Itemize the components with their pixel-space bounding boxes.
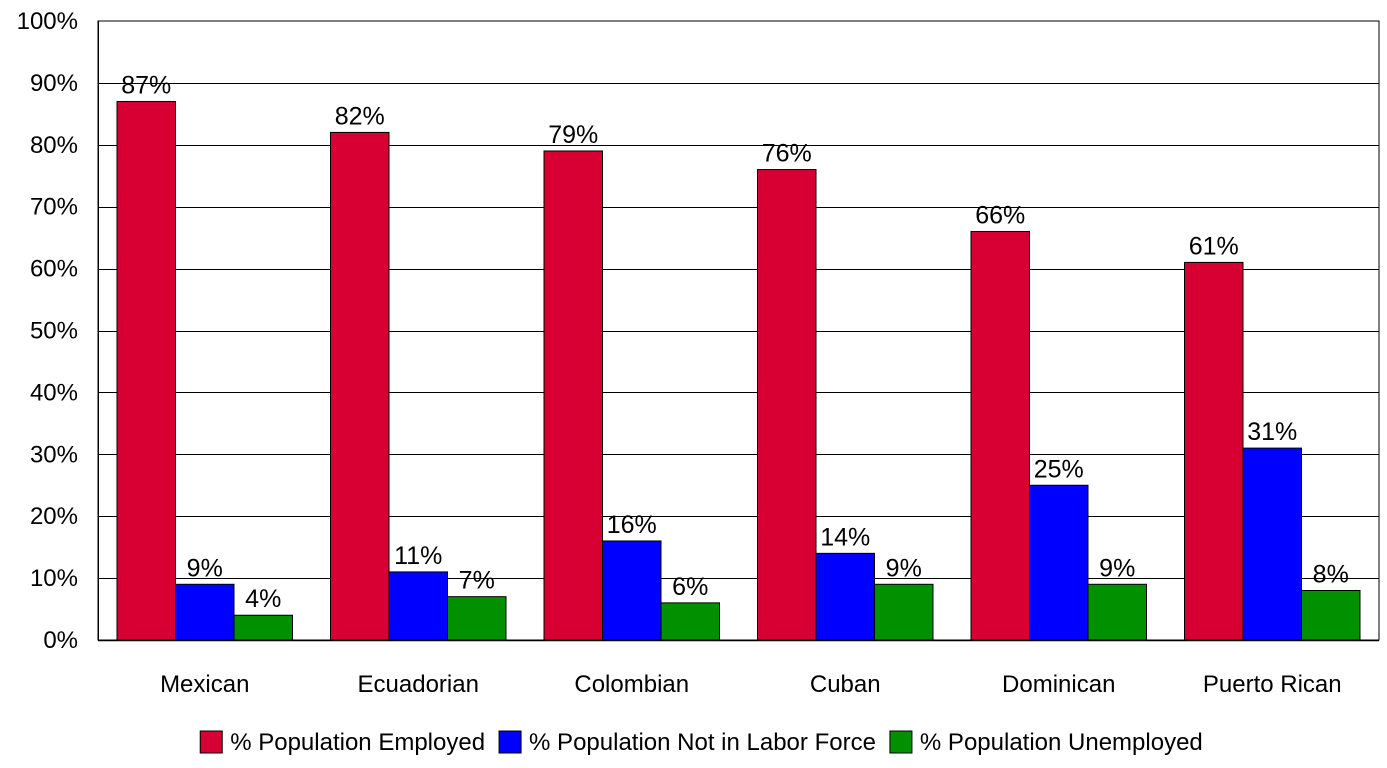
data-label: 9% xyxy=(1099,554,1135,582)
data-label: 7% xyxy=(459,567,495,595)
data-label: 11% xyxy=(394,542,442,570)
y-tick-label: 10% xyxy=(30,565,78,592)
data-label: 61% xyxy=(1189,232,1239,260)
y-tick-label: 70% xyxy=(30,194,78,221)
data-label: 79% xyxy=(548,121,598,149)
y-tick-label: 20% xyxy=(30,503,78,530)
bar xyxy=(330,131,390,641)
data-label: 25% xyxy=(1034,455,1084,483)
bar xyxy=(1029,484,1089,641)
x-tick-labels: Mexican Ecuadorian Colombian Cuban Dominican… xyxy=(160,671,1342,698)
legend-swatch xyxy=(498,730,522,754)
data-label: 16% xyxy=(607,511,657,539)
bar xyxy=(543,150,603,641)
data-label: 66% xyxy=(975,201,1025,229)
x-tick-label: Mexican xyxy=(160,671,249,698)
y-tick-label: 80% xyxy=(30,132,78,159)
bars xyxy=(116,100,1361,641)
bar xyxy=(602,540,662,641)
y-tick-label: 30% xyxy=(30,441,78,468)
data-label: 9% xyxy=(187,554,223,582)
axes xyxy=(98,21,1379,642)
y-tick-label: 90% xyxy=(30,70,78,97)
bar xyxy=(1087,583,1147,641)
bar xyxy=(116,100,176,641)
legend-swatch xyxy=(889,730,913,754)
y-tick-label: 40% xyxy=(30,379,78,406)
y-tick-labels: 0% 10% 20% 30% 40% 50% 60% 70% 80% 90% 100% xyxy=(17,8,78,654)
gridlines xyxy=(97,20,1380,641)
bar xyxy=(970,230,1030,641)
x-tick-label: Cuban xyxy=(810,671,881,698)
x-tick-label: Dominican xyxy=(1002,671,1115,698)
x-tick-label: Colombian xyxy=(574,671,689,698)
bar xyxy=(1301,589,1361,641)
data-label: 76% xyxy=(762,140,812,168)
data-label: 9% xyxy=(886,554,922,582)
x-tick-label: Ecuadorian xyxy=(358,671,479,698)
bar xyxy=(874,583,934,641)
data-label: 87% xyxy=(121,71,171,99)
legend-swatch xyxy=(199,730,223,754)
data-labels: 87% 9% 4% 82% 11% 7% 79% 16% 6% 76% 14% 9% 66% 25% 9% 6… xyxy=(121,71,1349,613)
data-label: 8% xyxy=(1313,560,1349,588)
plot-area xyxy=(97,20,1380,641)
y-tick-label: 60% xyxy=(30,256,78,283)
data-label: 82% xyxy=(335,102,385,130)
bar xyxy=(1242,447,1302,641)
data-label: 14% xyxy=(820,523,870,551)
data-label: 4% xyxy=(245,585,281,613)
bar xyxy=(233,614,293,641)
x-tick-label: Puerto Rican xyxy=(1203,671,1342,698)
y-tick-label: 0% xyxy=(43,627,78,654)
legend-label: % Population Unemployed xyxy=(920,729,1203,756)
data-label: 6% xyxy=(672,573,708,601)
data-label: 31% xyxy=(1247,418,1297,446)
bar xyxy=(815,552,875,641)
bar xyxy=(175,583,235,641)
bar xyxy=(388,571,448,641)
bar xyxy=(447,596,507,641)
bar xyxy=(1184,261,1244,641)
y-tick-label: 100% xyxy=(17,8,78,35)
legend: % Population Employed % Population Not in… xyxy=(199,729,1203,756)
bar xyxy=(660,602,720,641)
legend-label: % Population Not in Labor Force xyxy=(529,729,876,756)
y-tick-label: 50% xyxy=(30,318,78,345)
legend-label: % Population Employed xyxy=(230,729,485,756)
bar xyxy=(757,169,817,641)
